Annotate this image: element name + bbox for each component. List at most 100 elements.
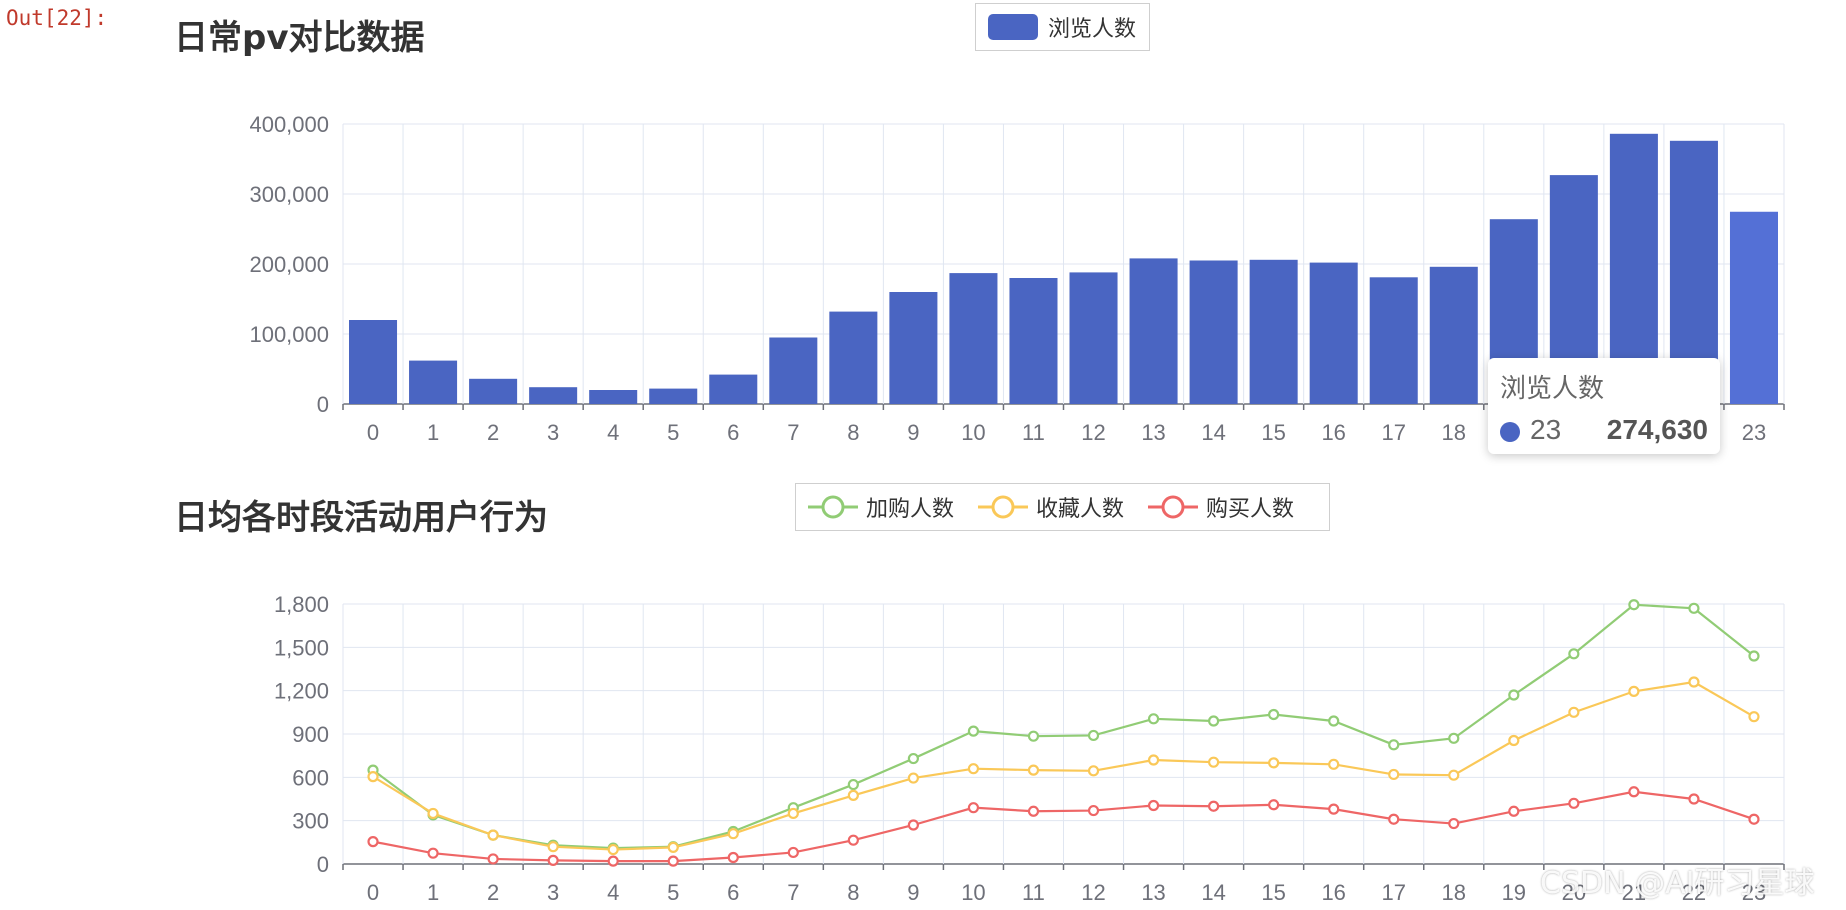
data-point [1448, 817, 1460, 830]
data-point [847, 834, 859, 846]
line-chart-xtick-label: 4 [607, 880, 619, 905]
legend-item-fav[interactable]: 收藏人数 [978, 491, 1124, 523]
bar-tooltip: 浏览人数 23 274,630 [1488, 358, 1720, 454]
data-point [1568, 797, 1580, 809]
bar [589, 390, 638, 404]
data-point [547, 841, 559, 853]
bar-chart-xtick-label: 6 [727, 420, 739, 445]
data-point [967, 725, 980, 737]
bar-chart-ytick-label: 400,000 [249, 112, 329, 137]
bar [889, 292, 938, 404]
line-chart-xtick-label: 6 [727, 880, 739, 905]
tooltip-value: 274,630 [1606, 414, 1708, 445]
line-chart-xtick-label: 3 [547, 880, 559, 905]
bar-chart-xtick-label: 9 [907, 420, 919, 445]
data-point [1147, 754, 1160, 766]
data-point [367, 771, 379, 783]
bar [1429, 266, 1478, 404]
data-point [1688, 793, 1700, 805]
bar-chart-xtick-label: 10 [961, 420, 985, 445]
data-point [1748, 813, 1760, 825]
data-point [967, 763, 980, 775]
bar [1309, 262, 1358, 404]
bar-chart-xtick-label: 12 [1081, 420, 1105, 445]
data-point [1388, 739, 1400, 751]
data-point [667, 855, 679, 867]
legend-line-marker-icon [978, 495, 1029, 519]
bar-chart-xtick-label: 3 [547, 420, 559, 445]
data-point [1328, 803, 1340, 815]
bar-chart-xtick-label: 17 [1381, 420, 1405, 445]
line-chart-xtick-label: 17 [1381, 880, 1405, 905]
data-point [727, 828, 739, 840]
line-chart-xtick-label: 1 [427, 880, 439, 905]
legend-item-pv[interactable]: 浏览人数 [988, 11, 1136, 43]
data-point [727, 851, 739, 864]
bar [1249, 259, 1298, 404]
line-chart-xtick-label: 12 [1081, 880, 1105, 905]
data-point [1508, 689, 1520, 701]
line-chart-legend[interactable]: 加购人数 收藏人数 购买人数 [795, 483, 1330, 531]
series-line [372, 603, 1755, 850]
bar-chart-xtick-label: 5 [667, 420, 679, 445]
bar-chart-legend[interactable]: 浏览人数 [975, 3, 1150, 51]
bar-chart-xtick-label: 23 [1742, 420, 1766, 445]
data-point [1328, 715, 1340, 727]
line-chart-xtick-label: 16 [1321, 880, 1345, 905]
bar-chart-xtick-label: 1 [427, 420, 439, 445]
data-point [1748, 650, 1760, 662]
data-point [1628, 599, 1640, 611]
bar [829, 311, 878, 404]
legend-item-buy[interactable]: 购买人数 [1148, 491, 1294, 523]
legend-label: 浏览人数 [1048, 17, 1137, 42]
bar-chart-xtick-label: 2 [487, 420, 499, 445]
legend-line-marker-icon [808, 495, 858, 519]
data-point [1748, 711, 1760, 723]
bar-chart-xtick-label: 0 [367, 420, 379, 445]
data-point [427, 847, 439, 859]
line-chart-xtick-label: 22 [1682, 880, 1706, 905]
data-point [1147, 713, 1160, 725]
bar-chart-xtick-label: 7 [787, 420, 799, 445]
line-chart-xtick-label: 9 [907, 880, 919, 905]
bar-chart-ytick-label: 0 [317, 392, 329, 417]
line-chart-xtick-label: 21 [1622, 880, 1646, 905]
data-point [1688, 602, 1700, 614]
data-point [1087, 729, 1100, 742]
data-point [1027, 764, 1040, 776]
bar [349, 320, 398, 404]
bar-chart-xtick-label: 11 [1022, 420, 1045, 445]
line-chart-ytick-label: 1,200 [274, 679, 329, 704]
data-point [1208, 715, 1220, 727]
data-point [607, 843, 619, 856]
data-point [1688, 676, 1700, 688]
data-point [1508, 805, 1520, 817]
data-point [787, 807, 799, 820]
bar-chart-xtick-label: 14 [1201, 420, 1225, 445]
tooltip-series-dot-icon [1500, 422, 1520, 442]
data-point [847, 778, 859, 791]
bar [1189, 260, 1238, 404]
bar-chart-xtick-label: 16 [1321, 420, 1345, 445]
bar [1129, 258, 1178, 404]
data-point [967, 802, 980, 814]
data-point [487, 853, 499, 865]
data-point [547, 854, 559, 866]
data-point [1628, 786, 1640, 798]
line-chart-title: 日均各时段活动用户行为 [174, 498, 548, 538]
bar [1369, 277, 1418, 404]
bar [1009, 278, 1058, 404]
line-chart-xtick-label: 10 [961, 880, 985, 905]
bar-chart-xtick-label: 8 [847, 420, 859, 445]
tooltip-title: 浏览人数 [1500, 374, 1605, 404]
legend-swatch [988, 14, 1038, 40]
data-point [1147, 799, 1160, 812]
line-chart-ytick-label: 900 [292, 722, 329, 747]
legend-item-cart[interactable]: 加购人数 [808, 491, 954, 523]
data-point [1448, 769, 1460, 781]
bar-chart-xtick-label: 4 [607, 420, 619, 445]
watermark: CSDN @AI研习星球 [1540, 866, 1815, 901]
line-chart-ytick-label: 1,500 [274, 635, 329, 660]
bar [649, 388, 698, 404]
